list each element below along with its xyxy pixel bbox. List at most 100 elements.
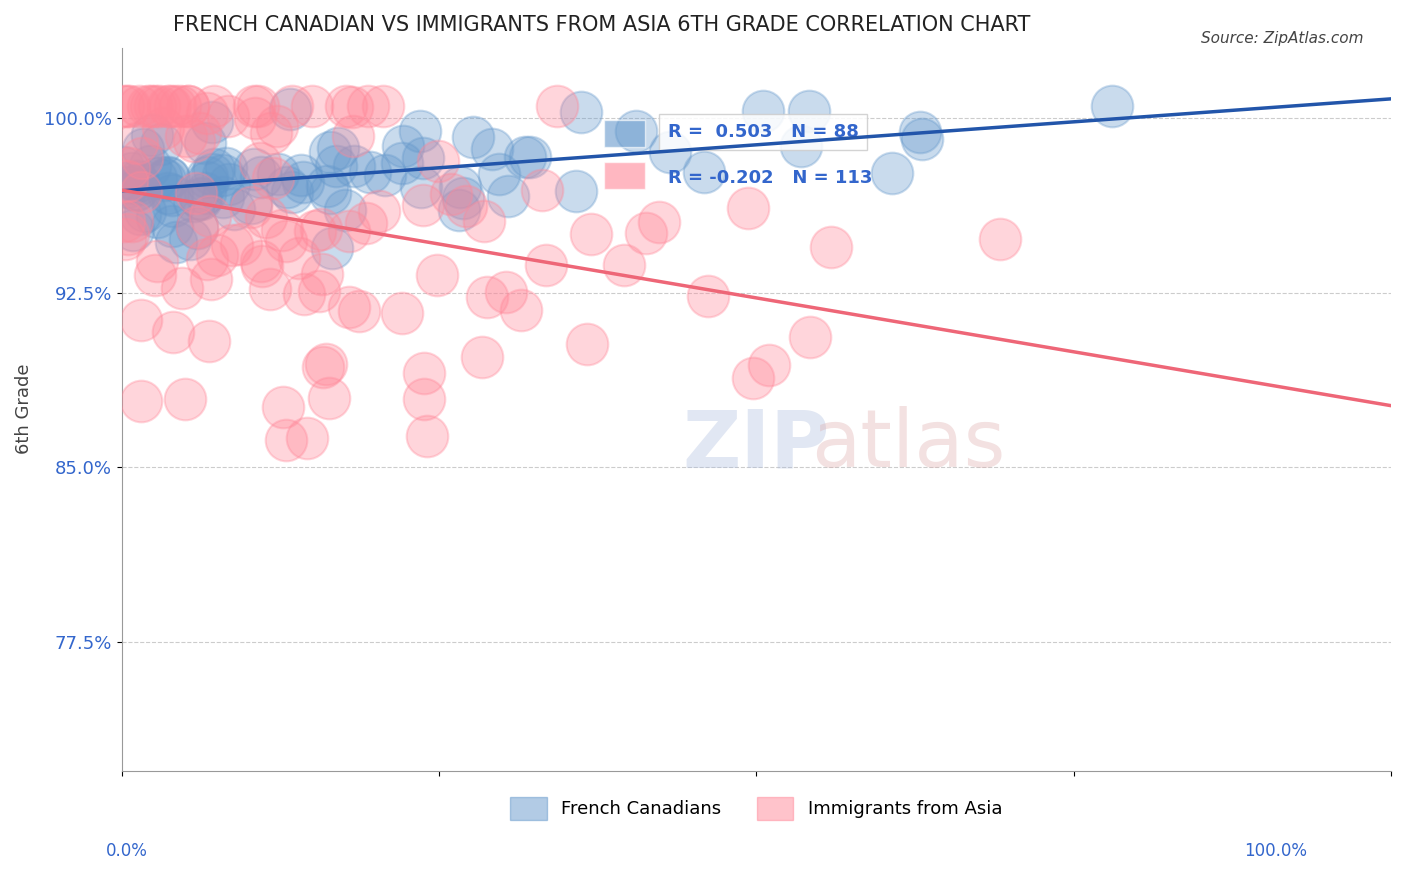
Point — [153, 172, 176, 186]
Point — [337, 300, 360, 314]
Point — [391, 306, 413, 320]
Point — [190, 192, 212, 206]
Point — [426, 268, 449, 283]
Point — [129, 312, 152, 326]
Point — [139, 159, 162, 173]
Point — [392, 139, 415, 153]
Text: FRENCH CANADIAN VS IMMIGRANTS FROM ASIA 6TH GRADE CORRELATION CHART: FRENCH CANADIAN VS IMMIGRANTS FROM ASIA … — [173, 15, 1031, 35]
Point — [128, 99, 150, 113]
Point — [880, 166, 903, 180]
Point — [118, 175, 141, 189]
Point — [315, 357, 337, 371]
Point — [169, 99, 191, 113]
Point — [475, 290, 498, 304]
Point — [201, 167, 224, 181]
Point — [415, 429, 437, 443]
Point — [357, 99, 380, 113]
Point — [463, 130, 485, 145]
Point — [569, 105, 592, 120]
Point — [519, 150, 541, 164]
Point — [412, 198, 434, 212]
Text: Source: ZipAtlas.com: Source: ZipAtlas.com — [1201, 31, 1364, 46]
Point — [274, 234, 297, 248]
Point — [565, 184, 588, 198]
Point — [454, 199, 477, 213]
Point — [224, 202, 246, 217]
Point — [252, 259, 274, 273]
Point — [201, 115, 224, 129]
Point — [195, 169, 218, 184]
Point — [297, 431, 319, 445]
Point — [278, 102, 301, 116]
Point — [367, 204, 389, 219]
Point — [218, 177, 240, 191]
Point — [136, 99, 159, 113]
Point — [259, 281, 281, 295]
Point — [212, 168, 235, 182]
Point — [342, 128, 364, 143]
Point — [451, 190, 474, 204]
Point — [333, 203, 356, 218]
Point — [190, 191, 212, 205]
Point — [239, 200, 262, 214]
Point — [311, 222, 333, 236]
Point — [141, 128, 163, 142]
Point — [128, 207, 150, 221]
Point — [132, 142, 155, 156]
Point — [211, 189, 233, 203]
Point — [613, 258, 636, 272]
Point — [156, 186, 179, 200]
Point — [149, 137, 172, 152]
Point — [152, 120, 174, 135]
Point — [262, 171, 284, 186]
Point — [173, 392, 195, 406]
Point — [281, 185, 304, 199]
Point — [546, 99, 568, 113]
Point — [908, 125, 931, 139]
Point — [118, 161, 141, 175]
Point — [112, 214, 135, 228]
Point — [799, 104, 821, 119]
Point — [335, 99, 357, 113]
Point — [799, 330, 821, 344]
Point — [820, 240, 842, 254]
Point — [290, 168, 312, 182]
Text: R = -0.202   N = 113: R = -0.202 N = 113 — [668, 169, 872, 186]
Text: 100.0%: 100.0% — [1244, 842, 1308, 860]
Point — [134, 203, 156, 218]
Point — [315, 178, 337, 193]
Point — [250, 169, 273, 184]
Point — [371, 99, 394, 113]
Point — [157, 169, 180, 184]
Point — [318, 391, 340, 405]
Point — [308, 285, 330, 299]
Point — [195, 175, 218, 189]
Point — [229, 236, 252, 251]
Point — [243, 99, 266, 113]
Point — [374, 168, 396, 182]
Point — [129, 393, 152, 408]
Point — [737, 202, 759, 216]
Point — [194, 136, 217, 150]
Point — [271, 400, 294, 414]
Point — [391, 156, 413, 170]
Point — [471, 350, 494, 364]
Point — [145, 210, 167, 224]
Point — [114, 232, 136, 246]
Point — [359, 165, 381, 179]
Point — [184, 186, 207, 200]
Point — [249, 156, 271, 170]
Point — [304, 224, 326, 238]
Point — [693, 165, 716, 179]
Point — [741, 371, 763, 385]
Point — [112, 160, 135, 174]
Point — [183, 194, 205, 208]
Point — [125, 173, 148, 187]
Point — [124, 183, 146, 197]
Legend: French Canadians, Immigrants from Asia: French Canadians, Immigrants from Asia — [503, 790, 1010, 827]
Text: 0.0%: 0.0% — [105, 842, 148, 860]
Point — [198, 210, 221, 224]
Point — [534, 258, 557, 272]
Point — [149, 169, 172, 184]
Point — [412, 392, 434, 406]
